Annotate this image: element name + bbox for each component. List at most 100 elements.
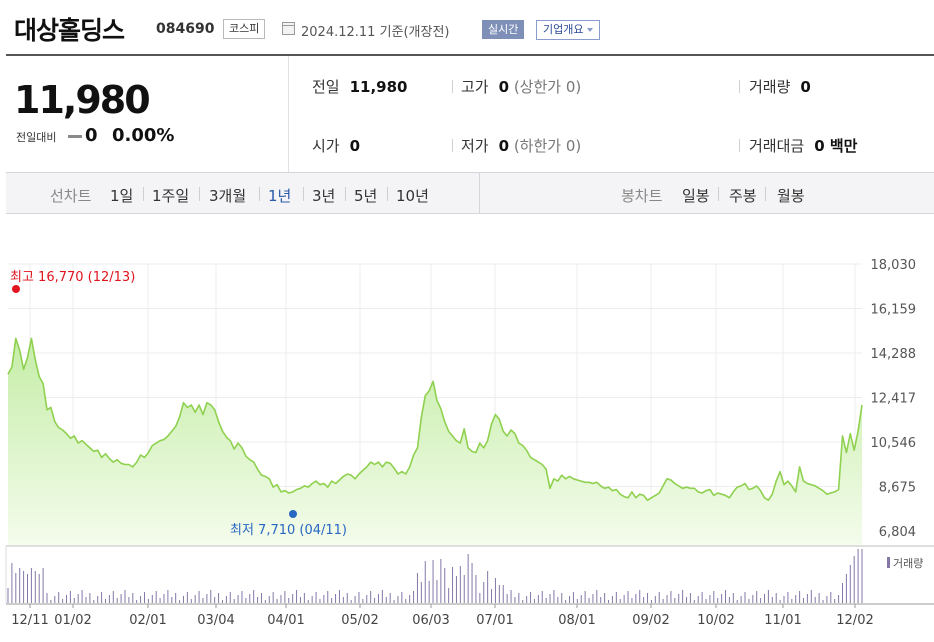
volume-bar [104,599,106,603]
trade-amount: 거래대금 0 백만 [749,135,857,156]
volume-bar [709,595,711,603]
high-marker [12,285,20,293]
volume-bar [526,596,528,603]
volume-bar [167,590,169,603]
volume-bar [354,596,356,603]
volume-bar [171,597,173,603]
volume-bar [822,600,824,603]
volume-bar [533,599,535,603]
volume-bar [58,592,60,603]
volume-bar [627,591,629,603]
cell-separator [452,80,453,93]
current-price: 11,980 [14,78,151,122]
realtime-button[interactable]: 실시간 [482,20,525,39]
volume-bar [237,595,239,603]
volume-bar [744,592,746,603]
volume-bar [455,576,457,603]
trade-amount-value: 0 백만 [814,137,858,155]
volume-bar [85,597,87,603]
volume-bar [69,591,71,603]
tab-3y[interactable]: 3년 [312,187,336,205]
volume-bar [693,600,695,603]
volume-bar [319,599,321,603]
volume-bar [393,600,395,603]
tab-separator [199,187,200,201]
volume-bar [50,600,52,603]
tab-3m[interactable]: 3개월 [209,187,247,205]
tab-separator [303,187,304,201]
volume-bar [229,592,231,603]
tab-monthly[interactable]: 월봉 [777,187,805,205]
volume-bar [658,592,660,603]
volume-bar [522,600,524,603]
x-tick-label: 02/01 [129,613,166,628]
volume-bar [42,568,44,603]
volume-bar [444,568,446,603]
volume-bar [436,580,438,603]
volume-bar [452,567,454,603]
volume-bar [136,600,138,603]
volume-bar [838,595,840,603]
market-badge: 코스피 [223,19,266,39]
x-tick-label: 03/04 [197,613,234,628]
volume-bar [34,571,36,603]
volume-bar [764,594,766,603]
x-tick-label: 08/01 [558,613,595,628]
y-tick-label: 6,804 [879,525,916,540]
volume-bar [182,596,184,603]
tab-1d[interactable]: 1일 [110,187,134,205]
volume-bar [288,598,290,603]
high-price: 고가 0 (상한가 0) [461,76,581,97]
volume-bar [155,591,157,603]
volume-bar [280,595,282,603]
volume: 거래량 0 [749,76,811,97]
volume-bar [132,593,134,603]
volume-bar [233,599,235,603]
company-overview-dropdown[interactable]: 기업개요 [536,20,601,40]
volume-bar [358,592,360,603]
volume-bar [428,581,430,603]
volume-bar [697,596,699,603]
volume-bar [440,559,442,603]
tab-daily[interactable]: 일봉 [682,187,710,205]
volume-bar [600,597,602,603]
volume-bar [678,594,680,603]
high-value: 0 [498,78,510,96]
low-annotation: 최저 7,710 (04/11) [230,523,348,538]
line-chart-label: 선차트 [50,187,92,205]
volume-bar [818,593,820,603]
x-tick-label: 06/03 [412,613,449,628]
volume-bar [639,590,641,603]
low-marker [289,510,297,518]
tab-weekly[interactable]: 주봉 [729,187,757,205]
volume-bar [260,593,262,603]
volume-bar [748,599,750,603]
volume-bar [175,593,177,603]
upper-limit: (상한가 0) [513,78,582,96]
company-overview-label: 기업개요 [543,23,584,36]
volume-legend-label: 거래량 [893,557,923,570]
open-label: 시가 [312,137,340,155]
volume-bar [518,593,520,603]
volume-bar [89,593,91,603]
volume-bar [405,599,407,603]
volume-bar [416,573,418,603]
tab-5y[interactable]: 5년 [354,187,378,205]
volume-bar [23,571,25,603]
volume-bar [502,585,504,603]
lower-limit: (하한가 0) [513,137,582,155]
volume-bar [420,582,422,603]
volume-bar [159,598,161,603]
tab-1y[interactable]: 1년 [268,187,292,205]
volume-bar [323,595,325,603]
tab-1w[interactable]: 1주일 [152,187,190,205]
volume-bar [545,598,547,603]
volume-bar [799,591,801,603]
volume-bar [549,594,551,603]
stock-header: 대상홀딩스 084690 코스피 2024.12.11 기준(개장전) 실시간 … [0,0,934,50]
volume-bar [190,599,192,603]
volume-bar [218,593,220,603]
volume-bar [350,600,352,603]
volume-bar [557,597,559,603]
tab-10y[interactable]: 10년 [396,187,429,205]
